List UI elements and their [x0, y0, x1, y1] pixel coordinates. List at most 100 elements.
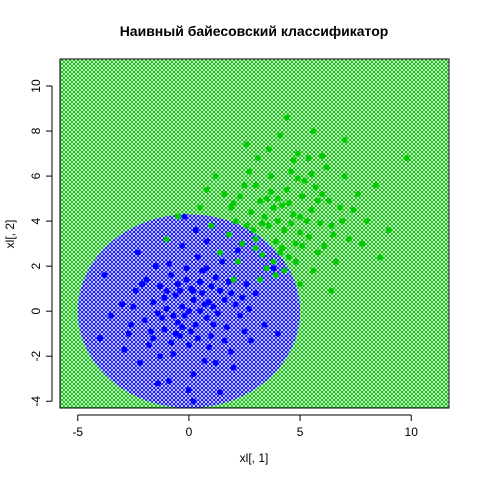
point-class-2 [290, 211, 297, 218]
point-class-2 [277, 249, 284, 256]
point-class-1 [177, 332, 184, 339]
point-class-2 [319, 152, 326, 159]
point-class-1 [228, 290, 235, 297]
point-class-2 [317, 220, 324, 227]
point-class-2 [259, 251, 266, 258]
point-class-1 [134, 249, 141, 256]
point-class-1 [121, 346, 128, 353]
point-class-1 [179, 303, 186, 310]
x-tick-label: 0 [186, 425, 193, 439]
point-class-1 [161, 326, 168, 333]
point-class-1 [199, 290, 206, 297]
point-class-1 [228, 348, 235, 355]
point-class-1 [190, 371, 197, 378]
chart-title: Наивный байесовский классификатор [120, 23, 389, 39]
point-class-2 [270, 204, 277, 211]
point-class-2 [252, 245, 259, 252]
point-class-2 [208, 222, 215, 229]
point-class-2 [174, 213, 181, 220]
point-class-1 [223, 323, 230, 330]
point-class-2 [292, 258, 299, 265]
point-class-2 [350, 206, 357, 213]
point-class-2 [230, 200, 237, 207]
point-class-2 [230, 276, 237, 283]
point-class-1 [165, 260, 172, 267]
x-tick-label: 5 [297, 425, 304, 439]
point-class-2 [337, 204, 344, 211]
point-class-1 [157, 353, 164, 360]
point-class-1 [157, 283, 164, 290]
y-tick-label: 0 [29, 308, 43, 315]
point-class-2 [203, 186, 210, 193]
point-class-1 [199, 267, 206, 274]
point-class-1 [210, 321, 217, 328]
point-class-1 [208, 283, 215, 290]
point-class-1 [159, 314, 166, 321]
point-class-2 [163, 236, 170, 243]
point-class-1 [183, 276, 190, 283]
point-class-2 [270, 258, 277, 265]
point-class-2 [303, 218, 310, 225]
point-class-1 [221, 296, 228, 303]
point-class-2 [299, 242, 306, 249]
point-class-1 [197, 308, 204, 315]
point-class-2 [279, 202, 286, 209]
point-class-2 [363, 218, 370, 225]
point-class-2 [288, 220, 295, 227]
point-class-2 [310, 128, 317, 135]
point-class-1 [150, 335, 157, 342]
point-class-1 [245, 305, 252, 312]
point-class-2 [285, 254, 292, 261]
point-class-1 [119, 301, 126, 308]
point-class-2 [221, 191, 228, 198]
point-class-1 [239, 294, 246, 301]
point-class-2 [341, 173, 348, 180]
point-class-2 [332, 258, 339, 265]
y-tick-label: -2 [29, 351, 43, 362]
point-class-1 [185, 308, 192, 315]
point-class-2 [277, 132, 284, 139]
point-class-2 [283, 114, 290, 121]
point-class-2 [299, 193, 306, 200]
point-class-1 [203, 314, 210, 321]
point-class-2 [252, 236, 259, 243]
point-class-2 [345, 236, 352, 243]
point-class-2 [403, 155, 410, 162]
point-class-2 [241, 182, 248, 189]
point-class-1 [143, 276, 150, 283]
point-class-1 [201, 301, 208, 308]
x-axis: -5 0 5 10 [72, 414, 418, 439]
point-class-2 [279, 245, 286, 252]
point-class-2 [301, 177, 308, 184]
point-class-2 [268, 188, 275, 195]
point-class-2 [339, 218, 346, 225]
point-class-1 [154, 310, 161, 317]
point-class-2 [243, 222, 250, 229]
point-class-1 [217, 287, 224, 294]
point-class-1 [230, 364, 237, 371]
point-class-1 [274, 330, 281, 337]
point-class-2 [328, 222, 335, 229]
point-class-2 [290, 157, 297, 164]
point-class-2 [268, 173, 275, 180]
point-class-2 [377, 254, 384, 261]
point-class-2 [354, 191, 361, 198]
point-class-1 [270, 265, 277, 272]
point-class-2 [325, 197, 332, 204]
point-class-2 [328, 287, 335, 294]
point-class-2 [217, 249, 224, 256]
point-class-2 [308, 206, 315, 213]
y-axis: -4 -2 0 2 4 6 8 10 [29, 79, 53, 407]
point-class-1 [190, 287, 197, 294]
x-tick-label: -5 [72, 425, 83, 439]
y-tick-label: 2 [29, 262, 43, 269]
point-class-2 [243, 141, 250, 148]
point-class-2 [297, 229, 304, 236]
point-class-2 [234, 258, 241, 265]
point-class-1 [181, 312, 188, 319]
point-class-2 [305, 155, 312, 162]
point-class-1 [163, 305, 170, 312]
point-class-1 [248, 337, 255, 344]
